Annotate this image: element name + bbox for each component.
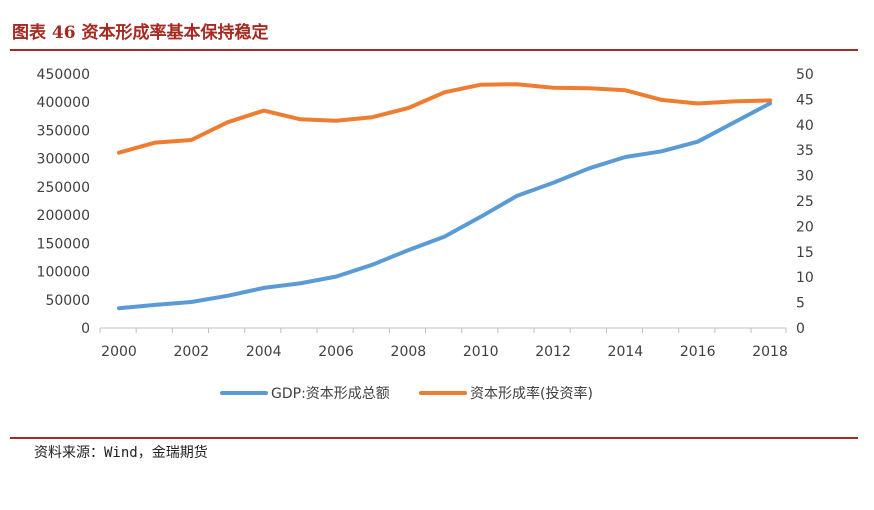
right-tick-label: 50 xyxy=(796,67,814,83)
x-tick-label: 2018 xyxy=(752,344,788,360)
x-tick-label: 2016 xyxy=(680,344,716,360)
right-tick-label: 25 xyxy=(796,194,814,210)
right-tick-label: 15 xyxy=(796,245,814,261)
gdp-capital-formation-line xyxy=(117,101,773,311)
x-axis-ticks: 2000 2002 2004 2006 2008 2010 2012 2014 2016 2018 xyxy=(101,344,788,360)
left-tick-label: 350000 xyxy=(37,123,90,139)
left-tick-label: 50000 xyxy=(45,293,90,309)
right-tick-label: 20 xyxy=(796,219,814,235)
left-axis-ticks: 0 50000 100000 150000 200000 250000 300000 3500… xyxy=(37,67,90,337)
left-tick-label: 400000 xyxy=(37,95,90,111)
left-tick-label: 300000 xyxy=(37,152,90,168)
line-chart: 0500001000001500002000002500003000003500… xyxy=(37,67,814,402)
left-tick-label: 450000 xyxy=(37,67,90,83)
left-tick-label: 0 xyxy=(81,321,90,337)
right-tick-label: 10 xyxy=(796,270,814,286)
x-tick-label: 2010 xyxy=(463,344,499,360)
capital-formation-rate-line xyxy=(117,82,773,155)
right-tick-label: 35 xyxy=(796,143,814,159)
source-note: 资料来源：Wind，金瑞期货 xyxy=(34,445,208,461)
left-tick-label: 150000 xyxy=(37,236,90,252)
x-tick-label: 2000 xyxy=(101,344,137,360)
right-tick-label: 0 xyxy=(796,321,805,337)
right-tick-label: 30 xyxy=(796,169,814,185)
left-tick-label: 100000 xyxy=(37,265,90,281)
x-tick-label: 2014 xyxy=(608,344,644,360)
series-layer xyxy=(117,82,773,311)
right-tick-label: 45 xyxy=(796,92,814,108)
figure-title: 图表 46 资本形成率基本保持稳定 xyxy=(12,23,269,43)
left-tick-label: 200000 xyxy=(37,208,90,224)
title-divider xyxy=(10,49,858,51)
chart-axes xyxy=(99,327,787,333)
x-tick-label: 2012 xyxy=(535,344,571,360)
source-divider xyxy=(10,437,858,439)
x-tick-label: 2004 xyxy=(246,344,282,360)
legend-label: GDP:资本形成总额 xyxy=(271,386,390,402)
chart-legend: GDP:资本形成总额 资本形成率(投资率) xyxy=(220,385,593,402)
x-tick-label: 2006 xyxy=(318,344,354,360)
right-tick-label: 5 xyxy=(796,296,805,312)
legend-label: 资本形成率(投资率) xyxy=(470,385,593,402)
left-tick-label: 250000 xyxy=(37,180,90,196)
x-tick-label: 2008 xyxy=(391,344,427,360)
right-axis-ticks: 0 5 10 15 20 25 30 35 40 45 50 xyxy=(796,67,814,337)
x-tick-label: 2002 xyxy=(174,344,210,360)
right-tick-label: 40 xyxy=(796,118,814,134)
